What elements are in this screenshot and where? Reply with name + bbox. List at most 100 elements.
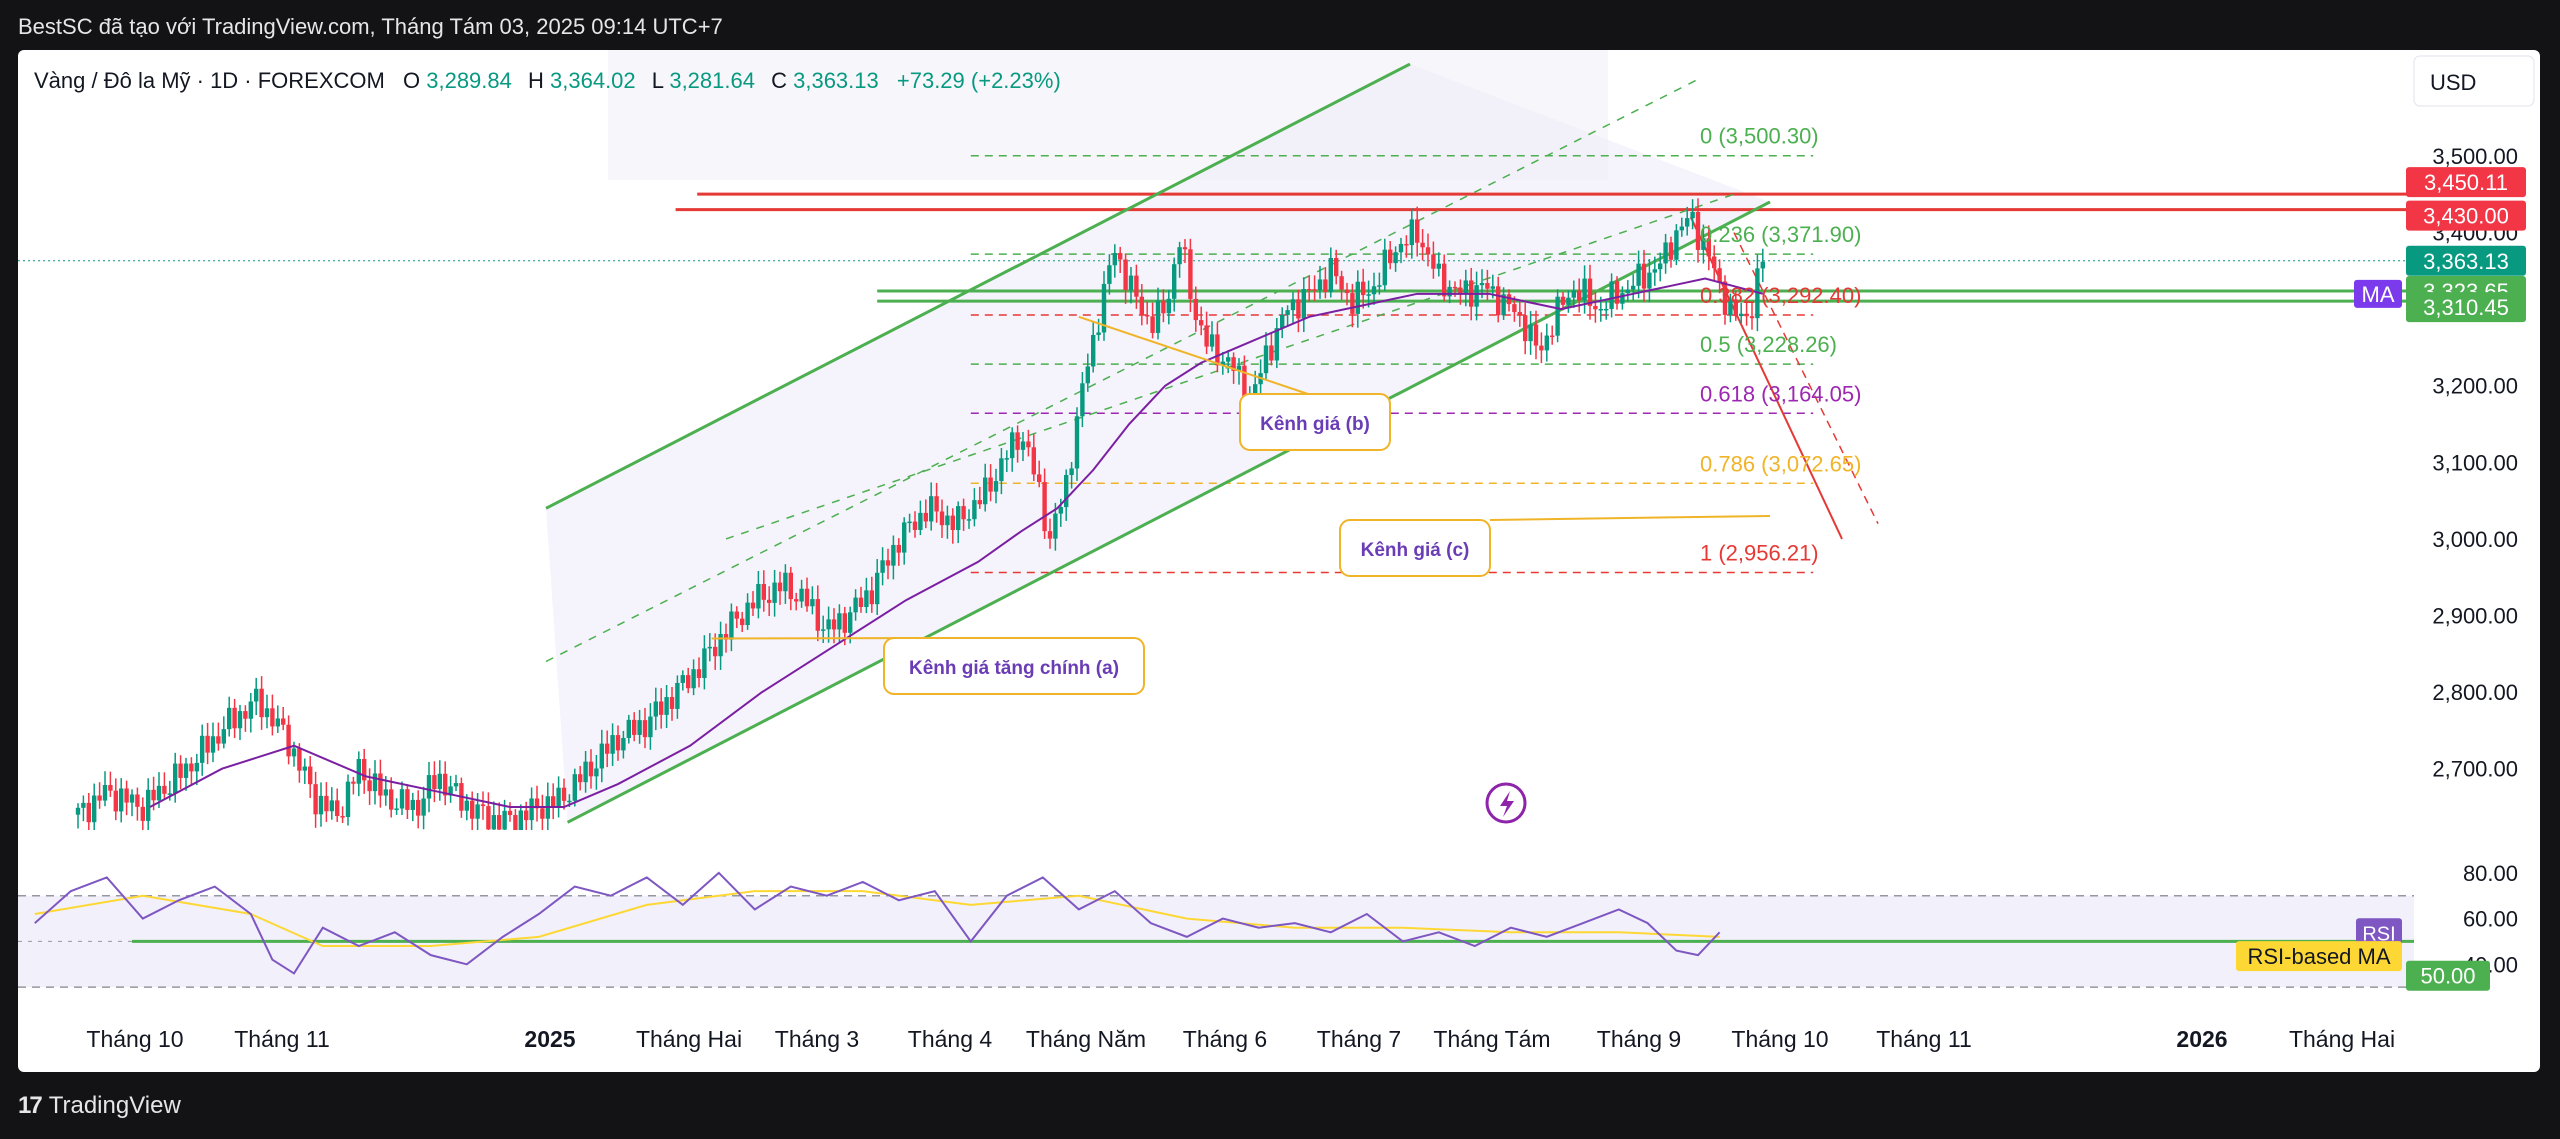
candle-body [1539, 345, 1544, 351]
candle-body [1695, 211, 1701, 250]
time-axis[interactable]: Tháng 10 Tháng 11 2025 Tháng Hai Tháng 3 Thán… [86, 1026, 2395, 1052]
candle-body [1425, 247, 1431, 255]
low-label: L [652, 68, 664, 93]
candle-body [1307, 288, 1312, 291]
candle-body [594, 768, 599, 777]
candle-body [977, 500, 982, 505]
candle-body [1706, 238, 1711, 257]
candle-body [831, 619, 837, 630]
high-label: H [528, 68, 544, 93]
candle-body [259, 688, 264, 718]
lightning-icon[interactable] [1485, 782, 1527, 824]
candle-body [1161, 300, 1166, 314]
price-tick-label: 2,900.00 [2432, 604, 2518, 629]
candle-body [227, 707, 232, 730]
tradingview-logo[interactable]: 17 TradingView [18, 1092, 181, 1120]
candle-body [200, 735, 205, 763]
attribution-text: BestSC đã tạo với TradingView.com, Tháng… [18, 14, 723, 39]
price-axis[interactable]: 3,500.003,400.003,300.003,200.003,100.00… [2432, 144, 2518, 782]
candle-body [394, 808, 399, 810]
candle-body [858, 597, 864, 608]
tradingview-brand: TradingView [48, 1092, 181, 1119]
candle-body [453, 783, 459, 787]
rsi-ma-tag: RSI-based MA [2247, 944, 2390, 969]
candle-body [1485, 282, 1490, 289]
candle-body [605, 743, 610, 754]
candle-body [923, 512, 928, 522]
candle-body [1047, 531, 1053, 539]
candle-body [610, 735, 615, 754]
candle-body [1674, 230, 1679, 260]
candle-body [1172, 264, 1177, 299]
candle-body [588, 761, 594, 777]
candle-body [794, 599, 799, 602]
candle-body [1533, 324, 1539, 346]
price-tag-2: 3,363.13 [2423, 249, 2509, 274]
time-axis-label: Tháng 10 [86, 1026, 183, 1052]
candle-body [1074, 416, 1080, 469]
candle-body [140, 806, 145, 821]
candle-body [1037, 474, 1042, 483]
candle-body [1204, 325, 1209, 347]
candle-body [788, 572, 793, 600]
candle-body [848, 612, 853, 633]
low-value: 3,281.64 [669, 68, 755, 93]
time-axis-label: 2026 [2176, 1026, 2227, 1052]
candle-body [75, 807, 81, 815]
candle-body [1344, 289, 1350, 294]
candle-body [961, 506, 966, 520]
rsi-tick-label: 60.00 [2463, 907, 2518, 932]
open-value: 3,289.84 [426, 68, 512, 93]
top-shading [608, 50, 1608, 180]
candle-body [108, 785, 113, 791]
candle-body [713, 646, 718, 657]
candle-body [1582, 278, 1587, 301]
candle-body [1236, 365, 1242, 371]
fib-label-2: 0.382 (3,292.40) [1700, 283, 1861, 308]
candle-body [707, 646, 712, 649]
candle-body [1760, 261, 1765, 269]
price-tick-label: 3,100.00 [2432, 450, 2518, 475]
fib-label-3: 0.5 (3,228.26) [1700, 332, 1837, 357]
chart-panel[interactable]: Kênh giá (b) Kênh giá (c) Kênh giá tăng ch… [18, 50, 2540, 1072]
candle-body [1587, 278, 1593, 306]
candle-body [648, 716, 653, 738]
candle-body [632, 719, 637, 735]
candle-body [691, 669, 696, 689]
price-chart[interactable]: Kênh giá (b) Kênh giá (c) Kênh giá tăng ch… [18, 50, 2540, 1072]
rsi-value-tag-bg [2406, 960, 2490, 991]
candle-body [653, 701, 658, 717]
ma-tag-bg [2354, 279, 2402, 308]
candle-body [1377, 285, 1382, 287]
fib-label-0: 0 (3,500.30) [1700, 124, 1819, 149]
rsi-tag: RSI [2362, 923, 2395, 945]
channel-c-line-1 [1689, 216, 1843, 540]
candle-body [1339, 276, 1344, 290]
candle-body [1069, 468, 1074, 476]
candle-body [1031, 447, 1036, 475]
channel-a-upper [545, 62, 1411, 510]
candle-body [1571, 290, 1576, 298]
candle-body [880, 560, 885, 573]
candle-body [318, 795, 324, 815]
annotations[interactable]: Kênh giá (b) Kênh giá (c) Kênh giá tăng ch… [711, 315, 1771, 695]
candle-body [934, 496, 939, 512]
candle-body [891, 544, 896, 566]
fib-label-5: 0.786 (3,072.65) [1700, 451, 1861, 476]
channel-a-lower [566, 200, 1771, 824]
candle-body [129, 794, 135, 803]
candle-body [1118, 253, 1123, 260]
candle-body [1253, 384, 1258, 399]
currency-button[interactable] [2413, 55, 2535, 107]
candle-body [993, 481, 999, 492]
candle-body [1512, 304, 1517, 313]
candle-body [1058, 507, 1063, 514]
candle-body [81, 802, 86, 808]
candle-body [621, 737, 626, 751]
candle-body [1101, 283, 1107, 333]
candle-body [956, 506, 961, 530]
time-axis-label: Tháng 9 [1597, 1026, 1681, 1052]
candle-body [1123, 259, 1128, 291]
candle-body [1355, 281, 1360, 314]
